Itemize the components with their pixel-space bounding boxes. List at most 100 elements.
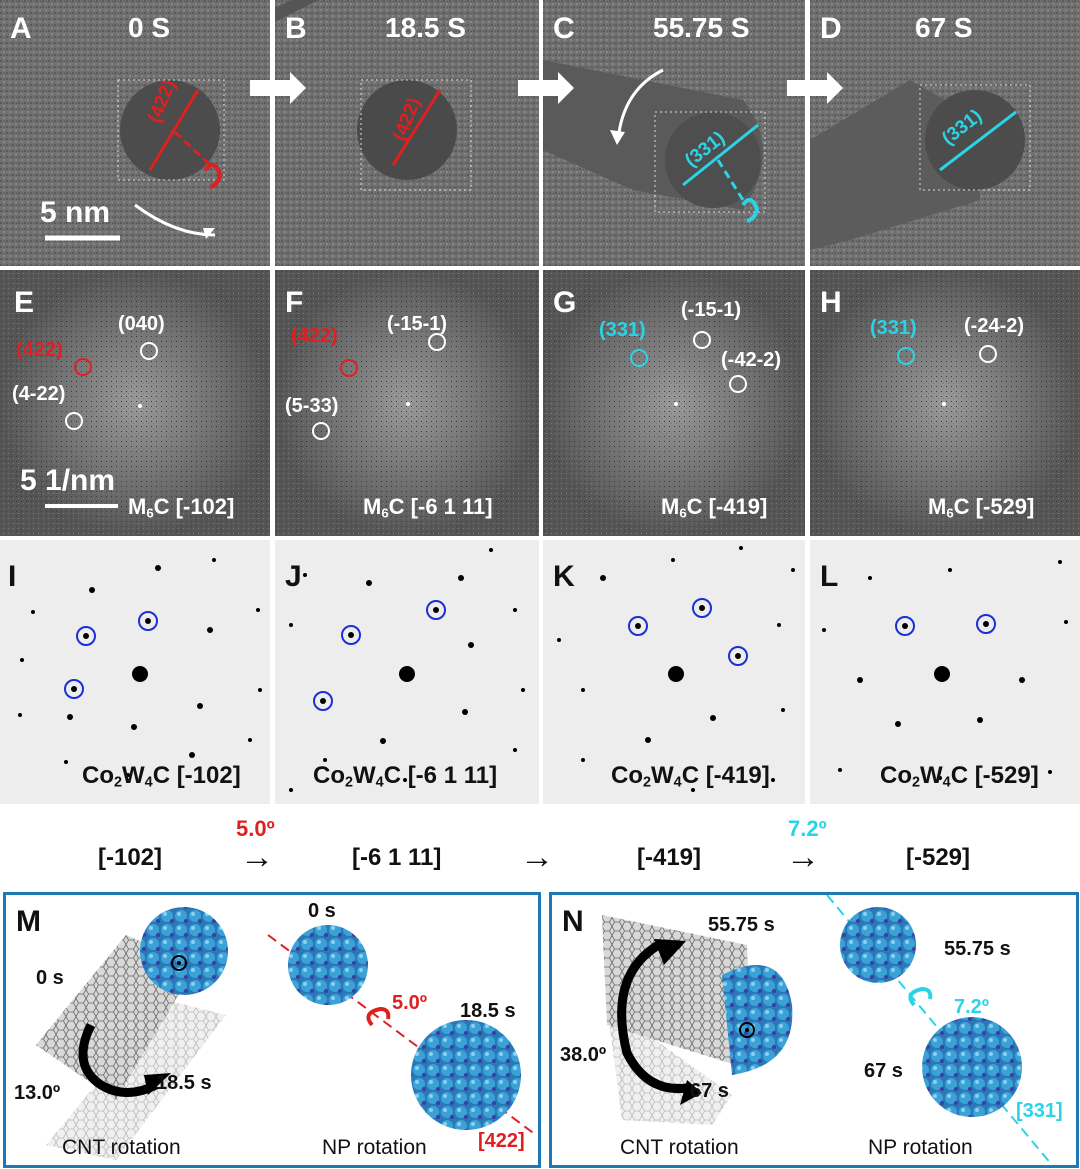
panel-h-image — [810, 270, 1080, 536]
panel-m-illustration — [36, 907, 537, 1160]
panel-f-image — [275, 270, 539, 536]
rotation-angle-1: 5.0º — [236, 816, 275, 841]
time-label: 55.75 S — [653, 12, 750, 43]
nanoparticle — [722, 965, 793, 1075]
rotation-marker-icon — [741, 197, 760, 223]
panel-letter: L — [820, 560, 839, 593]
panel-letter: K — [553, 560, 575, 593]
panel-g: G (331) (-15-1) (-42-2) M6C [-419] — [543, 270, 805, 536]
spot-label: (-15-1) — [681, 299, 742, 321]
panel-h: H (331) (-24-2) M6C [-529] — [810, 270, 1080, 536]
panel-k: K Co2W4C [-419] — [543, 540, 805, 804]
panel-letter: N — [562, 905, 584, 938]
panel-f: F (-15-1) (422) (5-33) M6C [-6 1 11] — [275, 270, 539, 536]
angle-label: 7.2º — [954, 996, 990, 1018]
time-label: 55.75 s — [708, 914, 775, 936]
spot-label: (4-22) — [12, 383, 66, 405]
rotation-marker-icon — [908, 986, 933, 1007]
zone-axis-label: M6C [-419] — [661, 494, 768, 521]
zone-axis-label: Co2W4C [-529] — [880, 762, 1039, 791]
panel-letter: F — [285, 286, 304, 319]
axis-label: [331] — [1016, 1100, 1063, 1122]
time-label: 55.75 s — [944, 938, 1011, 960]
spot-label: (331) — [870, 317, 917, 339]
zone-axis-label: M6C [-102] — [128, 494, 235, 521]
zone-axis-label: Co2W4C [-419] — [611, 762, 770, 791]
spot-label: (-15-1) — [387, 313, 448, 335]
zone-axis-4: [-529] — [906, 844, 971, 871]
time-label: 0 S — [128, 12, 171, 43]
panel-i-pattern — [18, 558, 262, 777]
scale-label: 5 1/nm — [20, 464, 116, 497]
right-arrow-icon: → — [240, 838, 274, 876]
panel-letter: C — [553, 12, 575, 45]
caption: CNT rotation — [620, 1136, 739, 1159]
nanoparticle-end — [922, 1017, 1022, 1117]
panel-m: M 0 s 13.0º 18.5 s 0 s 5.0º 18.5 s [422]… — [3, 892, 541, 1168]
curved-arrow-icon — [617, 939, 688, 1094]
panel-letter: G — [553, 286, 577, 319]
rotation-angle-2: 7.2º — [788, 816, 827, 841]
spot-label: (-42-2) — [721, 349, 782, 371]
spot-label: (5-33) — [285, 395, 339, 417]
zone-axis-2: [-6 1 11] — [352, 844, 442, 871]
panel-letter: M — [16, 905, 41, 938]
zone-axis-1: [-102] — [98, 844, 163, 871]
panel-k-pattern — [557, 546, 795, 792]
rotation-axis — [826, 895, 1053, 1165]
caption: NP rotation — [322, 1136, 427, 1159]
time-label: 67 s — [690, 1080, 729, 1102]
panel-d: D 67 S (331) — [810, 0, 1080, 266]
zone-axis-label: Co2W4C [-102] — [82, 762, 241, 791]
time-label: 67 s — [864, 1060, 903, 1082]
panel-letter: H — [820, 286, 842, 319]
panel-n-illustration — [602, 895, 1053, 1165]
panel-b: B 18.5 S (422) — [275, 0, 539, 266]
spot-label: (422) — [16, 339, 63, 361]
nanoparticle — [140, 907, 228, 995]
axis-label: [422] — [478, 1130, 525, 1152]
rotation-marker-icon — [366, 1006, 391, 1027]
carbon-nanotube — [602, 915, 752, 1070]
time-label: 18.5 S — [385, 12, 466, 43]
time-label: 0 s — [36, 967, 64, 989]
panel-a: A 0 S (422) 5 nm — [0, 0, 270, 266]
zone-axis-3: [-419] — [637, 844, 702, 871]
panel-letter: E — [14, 286, 35, 319]
panel-c-image — [543, 0, 805, 266]
panel-j: J Co2W4C [-6 1 11] — [275, 540, 539, 804]
spot-label: (422) — [291, 325, 338, 347]
nanoparticle-start — [840, 907, 916, 983]
curved-arrow-icon — [616, 68, 664, 141]
right-arrow-icon: → — [520, 838, 554, 876]
spot-label: (331) — [599, 319, 646, 341]
axis-marker-icon — [739, 1022, 755, 1038]
caption: CNT rotation — [62, 1136, 181, 1159]
panel-j-pattern — [289, 548, 525, 792]
curved-arrow-icon — [78, 1022, 159, 1097]
zone-axis-label: M6C [-6 1 11] — [363, 494, 493, 521]
panel-d-image — [810, 0, 1080, 266]
angle-label: 5.0º — [392, 992, 428, 1014]
axis-marker-icon — [171, 955, 187, 971]
spot-label: (040) — [118, 313, 165, 335]
angle-label: 38.0º — [560, 1044, 607, 1066]
panel-a-image — [0, 0, 270, 266]
panel-letter: I — [8, 560, 17, 593]
scale-label: 5 nm — [40, 196, 111, 229]
panel-l-pattern — [822, 560, 1068, 780]
panel-i: I Co2W4C [-102] — [0, 540, 270, 804]
panel-letter: A — [10, 12, 32, 45]
panel-letter: D — [820, 12, 842, 45]
time-label: 0 s — [308, 900, 336, 922]
panel-letter: B — [285, 12, 307, 45]
panel-b-image — [275, 0, 539, 266]
panel-c: C 55.75 S (331) — [543, 0, 805, 266]
time-label: 18.5 s — [156, 1072, 212, 1094]
angle-label: 13.0º — [14, 1082, 61, 1104]
rotation-marker-icon — [203, 163, 223, 189]
caption: NP rotation — [868, 1136, 973, 1159]
nanoparticle — [120, 80, 220, 180]
time-label: 67 S — [915, 12, 973, 43]
panel-e: E (040) (422) (4-22) 5 1/nm M6C [-102] — [0, 270, 270, 536]
